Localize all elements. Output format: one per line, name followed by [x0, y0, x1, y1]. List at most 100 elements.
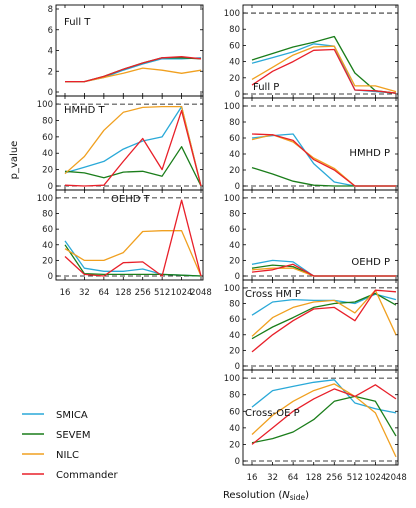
panel-title: Cross HM P	[245, 289, 301, 300]
series-line-commander	[64, 109, 202, 187]
y-tick-label: 80	[42, 210, 53, 220]
panel-title: OEHD P	[351, 257, 390, 268]
y-tick-label: 0	[235, 90, 240, 100]
series-line-commander	[251, 263, 396, 277]
x-tick-label: 16	[60, 288, 71, 298]
panel-hmhd-t: 0 20 40 60 80 100 HMHD T	[37, 95, 204, 192]
series-line-smica	[65, 57, 202, 83]
x-tick-label: 2048	[385, 473, 407, 483]
x-tick-label: 64	[98, 288, 109, 298]
y-tick-label: 100	[224, 9, 240, 19]
y-tick-label: 40	[229, 241, 240, 251]
series-line-nilc	[251, 45, 397, 93]
panel-title: Full P	[253, 82, 279, 93]
y-tick-label: 80	[229, 300, 240, 310]
series-line-commander	[251, 48, 397, 94]
series-line-nilc	[64, 230, 202, 277]
y-tick-label: 2	[48, 67, 53, 77]
series-line-nilc	[251, 134, 396, 187]
legend-label-sevem: SEVEM	[56, 430, 90, 441]
series-line-smica	[64, 240, 202, 277]
y-tick-label: 0	[48, 182, 53, 192]
series-line-sevem	[64, 244, 202, 277]
series-line-sevem	[64, 146, 202, 187]
y-tick-label: 80	[229, 210, 240, 220]
x-tick-label: 32	[267, 473, 278, 483]
y-tick-label: 60	[229, 315, 240, 325]
y-tick-label: 60	[229, 41, 240, 51]
panel-title: Full T	[64, 17, 91, 28]
y-tick-label: 0	[235, 457, 240, 467]
series-line-smica	[64, 105, 202, 187]
y-tick-label: 100	[37, 100, 53, 110]
panel-title: OEHD T	[111, 194, 151, 205]
y-tick-label: 40	[42, 149, 53, 159]
series-line-sevem	[65, 57, 202, 83]
y-tick-label: 8	[48, 5, 53, 15]
y-tick-label: 40	[229, 150, 240, 160]
legend-label-nilc: NILC	[56, 450, 79, 461]
series-line-sevem	[251, 166, 396, 187]
y-tick-label: 20	[42, 256, 53, 266]
y-tick-label: 20	[229, 346, 240, 356]
x-tick-label: 1024	[171, 288, 193, 298]
series-line-smica	[251, 43, 397, 94]
series-line-nilc	[251, 289, 397, 337]
x-tick-label: 256	[326, 473, 342, 483]
y-axis-label: p_value	[9, 141, 20, 180]
series-line-commander	[251, 133, 396, 187]
y-tick-label: 40	[229, 331, 240, 341]
series-line-smica	[251, 133, 396, 187]
legend-label-commander: Commander	[56, 470, 119, 481]
panel-frame	[55, 189, 204, 281]
series-line-commander	[64, 199, 202, 277]
x-tick-label: 16	[247, 473, 258, 483]
x-tick-label: 512	[347, 473, 363, 483]
y-tick-label: 60	[229, 134, 240, 144]
panel-title: Cross-OE P	[245, 408, 300, 419]
y-tick-label: 0	[48, 272, 53, 282]
y-tick-label: 20	[229, 440, 240, 450]
x-tick-label: 128	[115, 288, 131, 298]
series-line-nilc	[65, 67, 202, 83]
y-tick-label: 20	[229, 166, 240, 176]
y-tick-label: 80	[229, 25, 240, 35]
panel-full-t: 0 2 4 6 8 Full T	[48, 4, 204, 98]
y-tick-label: 100	[224, 374, 240, 384]
y-tick-label: 80	[229, 391, 240, 401]
panel-frame	[242, 97, 399, 191]
series-line-sevem	[251, 35, 397, 94]
y-tick-label: 20	[229, 256, 240, 266]
x-tick-label: 64	[288, 473, 299, 483]
panel-full-p: 0 20 40 60 80 100 Full P	[224, 4, 399, 100]
x-tick-label: 1024	[365, 473, 387, 483]
series-line-commander	[251, 384, 397, 445]
y-tick-label: 40	[229, 424, 240, 434]
x-tick-label: 256	[135, 288, 151, 298]
y-tick-label: 4	[48, 47, 53, 57]
series-line-nilc	[251, 383, 397, 458]
y-tick-label: 20	[42, 166, 53, 176]
y-tick-label: 60	[42, 225, 53, 235]
y-tick-label: 40	[229, 58, 240, 68]
y-tick-label: 100	[224, 284, 240, 294]
y-tick-label: 6	[48, 26, 53, 36]
y-tick-label: 40	[42, 241, 53, 251]
y-tick-label: 60	[42, 133, 53, 143]
y-tick-label: 100	[224, 102, 240, 112]
panel-oehd-p: 0 20 40 60 80 100 OEHD P	[224, 189, 399, 282]
y-tick-label: 0	[235, 272, 240, 282]
y-tick-label: 60	[229, 407, 240, 417]
x-tick-label: 32	[79, 288, 90, 298]
x-tick-label: 512	[154, 288, 170, 298]
x-axis-label: Resolution (Nside)	[223, 490, 309, 502]
y-tick-label: 0	[235, 182, 240, 192]
panel-title: HMHD P	[349, 148, 390, 159]
panel-title: HMHD T	[64, 105, 106, 116]
x-tick-label: 2048	[190, 288, 212, 298]
y-tick-label: 0	[235, 362, 240, 372]
y-tick-label: 100	[37, 194, 53, 204]
